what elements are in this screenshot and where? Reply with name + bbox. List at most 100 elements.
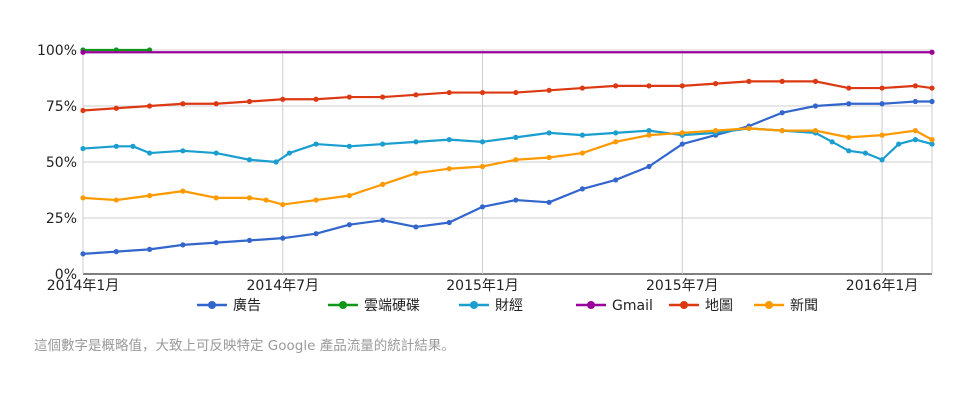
data-point [413,170,419,176]
data-point [280,201,286,208]
data-point [180,148,186,154]
data-point [346,94,352,100]
series-5 [80,125,935,208]
y-tick-label: 75% [46,99,77,115]
data-point [712,81,719,87]
data-point [879,101,885,107]
series-lines [80,47,935,257]
data-point [346,222,352,228]
footnote-text: 這個數字是概略值，大致上可反映特定 Google 產品流量的統計結果。 [34,338,455,354]
data-point [446,219,452,226]
data-point [646,132,652,138]
data-point [879,157,885,163]
axis-labels: 0% 25% 50% 75% 100% 2014年1月 2014年7月 2015年1月 2015… [37,43,918,294]
data-point [479,204,486,210]
data-point [546,87,552,93]
data-point [679,83,685,89]
data-point [146,103,153,109]
data-point [446,89,452,96]
legend-label: Gmail [612,298,653,314]
data-point [213,195,219,201]
data-point [413,139,419,145]
chart-legend: 廣告 雲端硬碟 財經 Gmail 地圖 新聞 [197,297,818,314]
data-point [779,110,785,116]
legend-item[interactable]: 雲端硬碟 [328,298,420,314]
data-point [313,231,319,237]
data-point [812,78,819,84]
data-point [579,132,586,138]
series-4 [80,78,935,114]
data-point [180,242,186,248]
data-point [146,150,153,156]
data-point [929,49,935,55]
legend-item[interactable]: Gmail [576,298,653,314]
data-point [613,130,619,136]
x-tick-label: 2016年1月 [846,278,919,294]
data-point [246,237,253,243]
data-point [313,197,319,203]
data-point [513,89,519,96]
data-point [213,240,219,246]
chart-canvas: 0% 25% 50% 75% 100% 2014年1月 2014年7月 2015年1月 2015… [37,43,935,314]
data-point [113,249,119,255]
data-point [846,148,852,154]
data-point [929,85,935,91]
legend-item[interactable]: 廣告 [197,297,261,314]
data-point [679,130,685,136]
data-point [263,197,269,203]
data-point [246,195,253,201]
data-point [280,235,286,241]
data-point [113,143,119,149]
y-tick-label: 25% [46,211,77,227]
data-point [912,137,918,143]
data-point [479,89,486,96]
x-tick-label: 2014年7月 [246,278,319,294]
data-point [246,157,253,163]
data-point [413,92,419,98]
legend-marker [680,301,688,309]
series-line [82,127,933,206]
data-point [180,101,186,107]
data-point [929,98,935,105]
data-point [380,217,386,223]
data-point [80,49,86,55]
data-point [779,78,785,84]
data-point [213,150,219,156]
legend-item[interactable]: 新聞 [754,298,818,314]
data-point [273,159,279,165]
data-point [846,85,852,91]
y-tick-label: 0% [55,267,77,283]
data-point [413,224,419,230]
data-point [646,83,652,89]
legend-marker [339,301,347,309]
data-point [546,154,552,161]
data-point [846,101,852,107]
data-point [613,177,619,183]
data-point [113,197,119,203]
x-tick-label: 2015年7月 [646,278,719,294]
data-point [180,188,186,194]
x-tick-label: 2014年1月 [47,278,120,294]
legend-item[interactable]: 地圖 [669,298,733,314]
legend-item[interactable]: 財經 [459,298,523,314]
legend-label: 雲端硬碟 [364,298,420,314]
data-point [829,139,835,145]
data-point [646,128,652,134]
data-point [346,193,352,199]
y-tick-label: 100% [37,43,77,59]
legend-label: 新聞 [790,298,818,314]
data-point [929,137,935,143]
data-point [313,96,319,102]
data-point [879,132,885,138]
data-point [896,141,902,147]
data-point [80,107,86,114]
data-point [286,150,293,156]
data-point [613,83,619,89]
x-tick-label: 2015年1月 [446,278,519,294]
data-point [113,105,119,111]
data-point [446,137,452,143]
legend-marker [765,301,773,309]
data-point [130,143,136,149]
series-line [82,127,933,164]
data-point [862,150,869,156]
